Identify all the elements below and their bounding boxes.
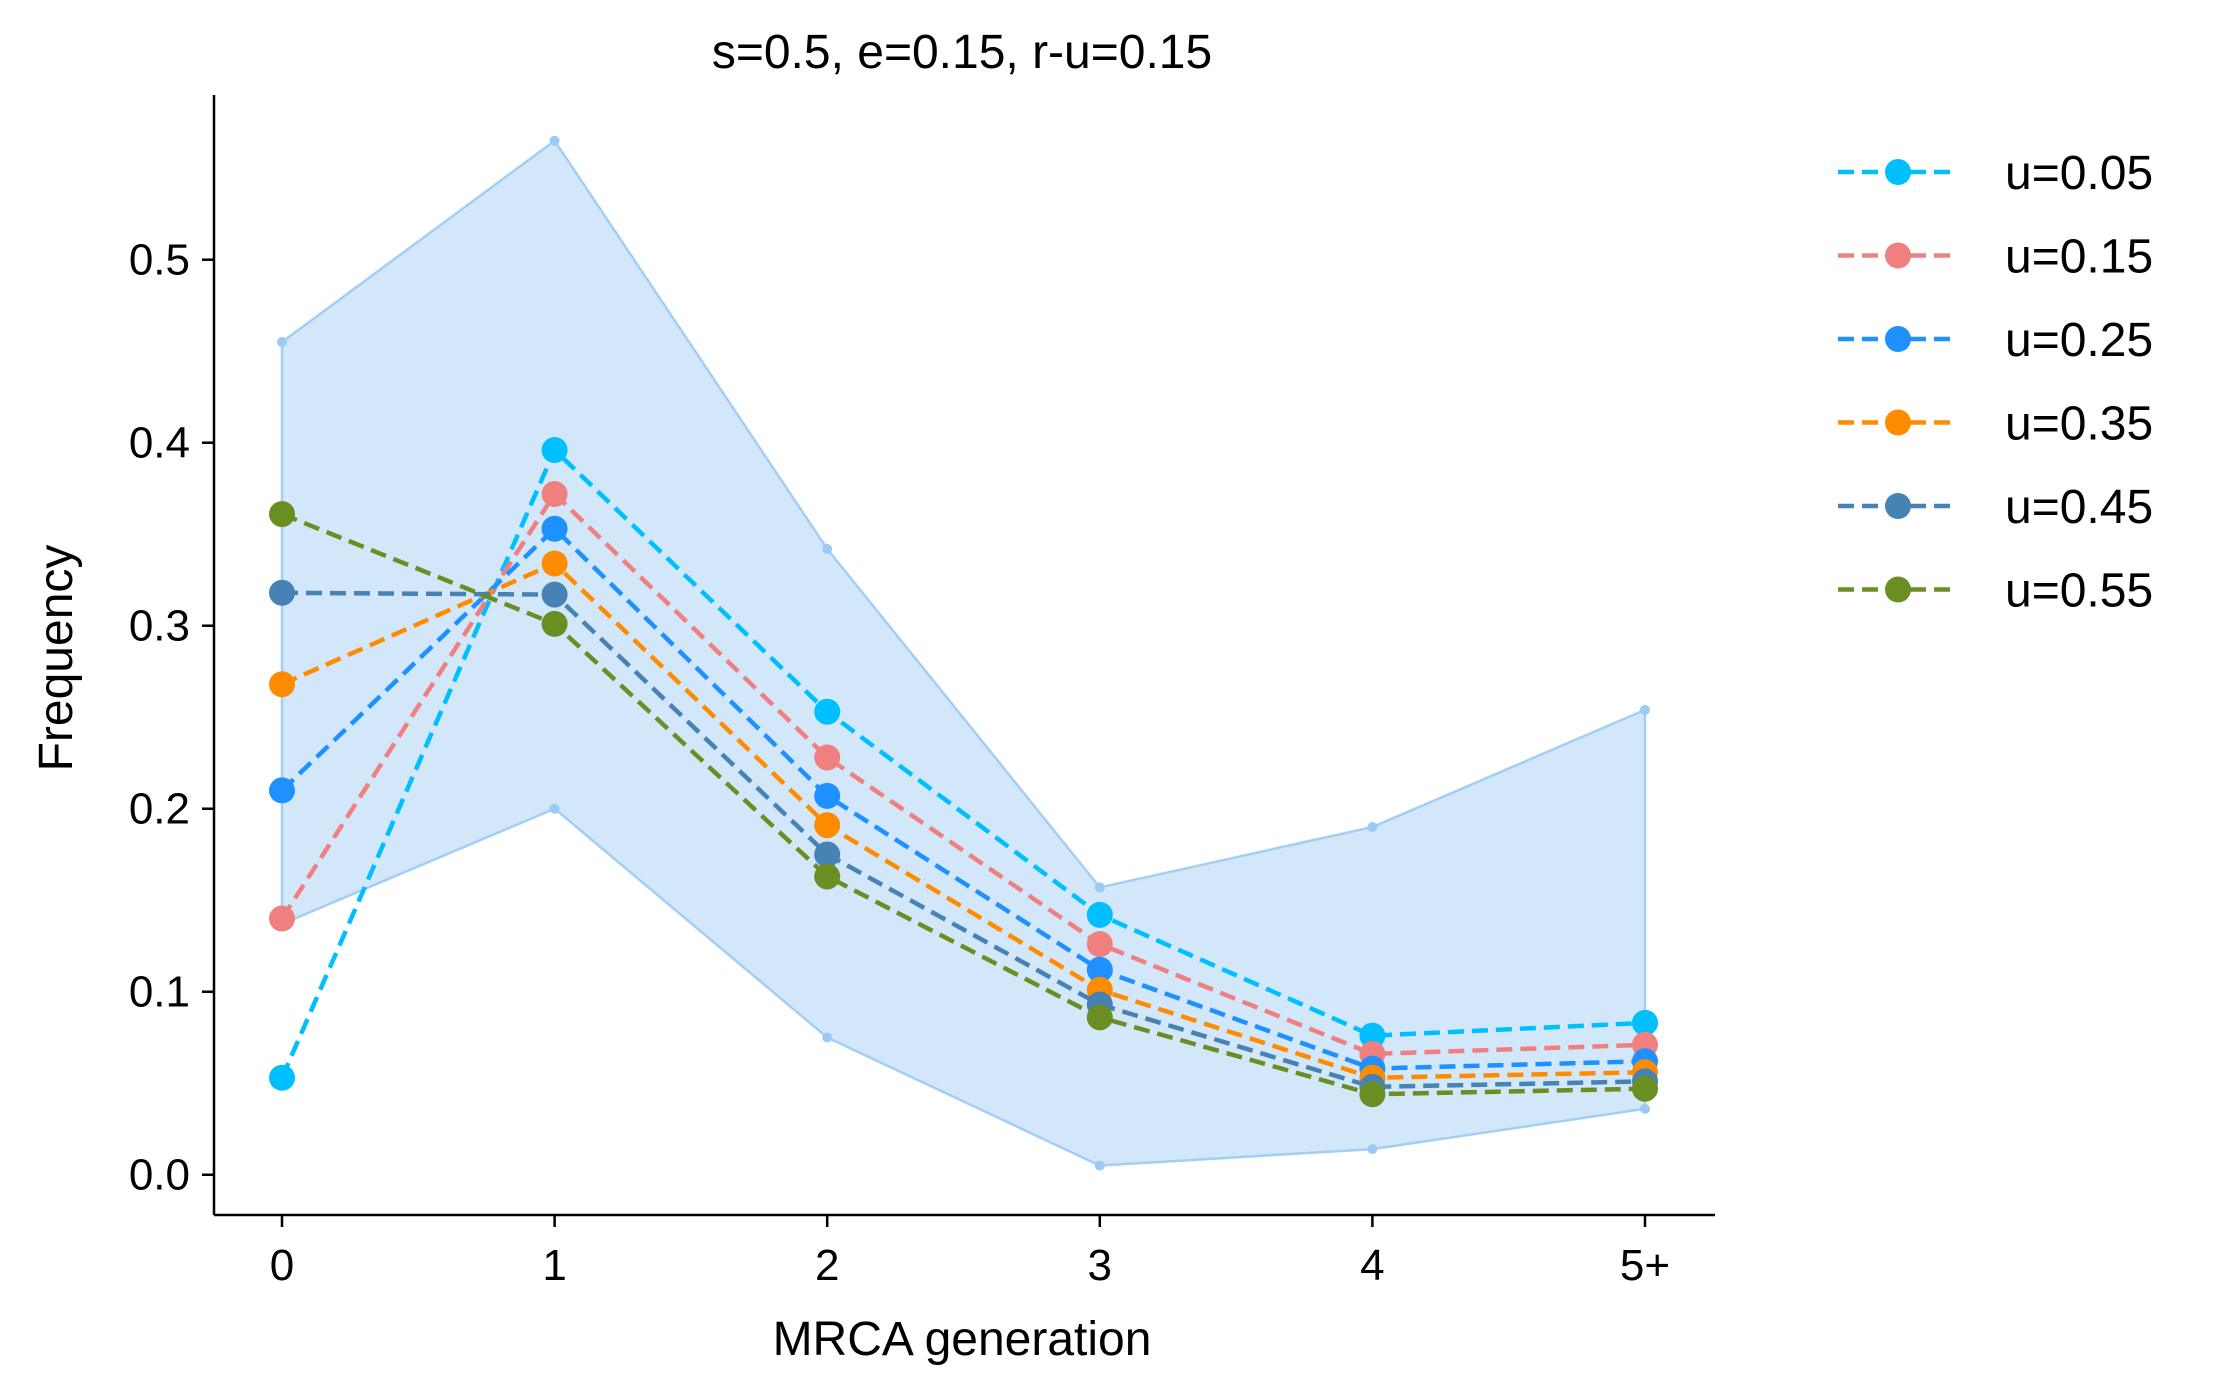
series-4	[269, 579, 1658, 1100]
legend-item-2: u=0.25	[1838, 314, 2153, 367]
legend-label-4: u=0.45	[2005, 481, 2153, 534]
x-tick-label-0: 0	[270, 1241, 294, 1290]
series-line-5	[281, 511, 1646, 1097]
legend-marker-2	[1885, 326, 1911, 352]
y-axis-label: Frequency	[30, 545, 83, 772]
legend-label-5: u=0.55	[2005, 565, 2153, 618]
legend-marker-4	[1885, 493, 1911, 519]
series-3-point-2	[814, 812, 841, 839]
series-5-point-4	[1359, 1081, 1386, 1108]
series-layer	[269, 437, 1658, 1108]
series-4-point-0	[269, 579, 295, 606]
y-ticks: 0.0 0.1 0.2 0.3 0.4 0.5	[129, 236, 214, 1200]
legend-marker-0	[1885, 159, 1911, 185]
y-tick-label-4: 0.4	[129, 419, 190, 468]
series-1-point-0	[269, 905, 295, 932]
series-line-3	[281, 560, 1646, 1081]
y-tick-label-3: 0.3	[129, 602, 190, 651]
y-tick-label-2: 0.2	[129, 785, 190, 834]
series-1-point-2	[814, 744, 841, 771]
legend-item-3: u=0.35	[1838, 398, 2153, 451]
band-upper-point-1	[549, 135, 560, 146]
series-2-point-1	[541, 515, 568, 542]
band-upper-point-0	[277, 337, 287, 348]
legend-item-4: u=0.45	[1838, 481, 2153, 534]
series-0-point-1	[541, 437, 568, 464]
series-5-point-2	[814, 863, 841, 890]
series-5-point-1	[541, 610, 568, 637]
band-area	[280, 138, 1647, 1167]
series-3-point-0	[269, 671, 295, 698]
series-0-point-3	[1086, 901, 1113, 928]
series-0-point-4	[1359, 1022, 1386, 1049]
band-upper-point-2	[822, 543, 833, 554]
band-lower-point-4	[1367, 1144, 1378, 1155]
series-5-point-3	[1086, 1004, 1113, 1031]
band-upper-point-3	[1094, 882, 1105, 893]
legend-marker-5	[1885, 576, 1911, 603]
legend-label-3: u=0.35	[2005, 398, 2153, 451]
series-0	[269, 437, 1658, 1091]
axes: 0 1 2 3 4 5+ 0.0 0.1 0.2 0.3 0.4 0.5	[129, 95, 1715, 1290]
series-line-2	[280, 525, 1646, 1071]
legend-marker-3	[1885, 409, 1911, 436]
legend: u=0.05 u=0.15 u=0.25 u=0.35 u=0.45 u=0.55	[1838, 147, 2153, 618]
x-ticks: 0 1 2 3 4 5+	[270, 1215, 1670, 1290]
series-1-point-1	[541, 480, 568, 507]
legend-item-0: u=0.05	[1838, 147, 2153, 200]
chart-title: s=0.5, e=0.15, r-u=0.15	[712, 26, 1212, 79]
series-5	[269, 501, 1658, 1108]
x-axis-label: MRCA generation	[773, 1313, 1152, 1366]
x-tick-label-3: 3	[1088, 1241, 1112, 1290]
series-2-point-2	[814, 782, 841, 809]
x-tick-label-1: 1	[542, 1241, 566, 1290]
plot-area	[269, 135, 1658, 1171]
band-lower-point-5	[1640, 1103, 1650, 1114]
x-tick-label-2: 2	[815, 1241, 839, 1290]
series-4-point-1	[541, 581, 568, 608]
legend-label-1: u=0.15	[2005, 231, 2153, 284]
x-tick-label-4: 4	[1360, 1241, 1384, 1290]
band-upper-point-4	[1367, 822, 1378, 833]
x-tick-label-5: 5+	[1620, 1241, 1670, 1290]
series-line-1	[280, 490, 1646, 1057]
series-line-4	[281, 590, 1646, 1090]
y-tick-label-0: 0.0	[129, 1151, 190, 1200]
series-line-0	[279, 446, 1646, 1079]
band-lower-point-3	[1094, 1160, 1105, 1171]
series-2-point-3	[1086, 956, 1113, 983]
band-lower-point-2	[822, 1032, 833, 1043]
y-tick-label-1: 0.1	[129, 968, 190, 1017]
series-5-point-5	[1632, 1075, 1658, 1102]
series-0-point-2	[814, 698, 841, 725]
y-tick-label-5: 0.5	[129, 236, 190, 285]
legend-marker-1	[1885, 242, 1911, 269]
band-upper-point-5	[1640, 704, 1650, 715]
legend-item-5: u=0.55	[1838, 565, 2153, 618]
band-lower-point-1	[549, 803, 560, 814]
series-1-point-3	[1086, 931, 1113, 958]
series-3-point-1	[541, 550, 568, 577]
series-0-point-5	[1632, 1009, 1658, 1036]
uncertainty-band	[277, 135, 1650, 1171]
series-0-point-0	[269, 1064, 295, 1091]
series-2-point-0	[269, 777, 295, 804]
legend-item-1: u=0.15	[1838, 231, 2153, 284]
legend-label-0: u=0.05	[2005, 147, 2153, 200]
legend-label-2: u=0.25	[2005, 314, 2153, 367]
series-5-point-0	[269, 501, 295, 528]
series-4-point-2	[814, 841, 841, 868]
